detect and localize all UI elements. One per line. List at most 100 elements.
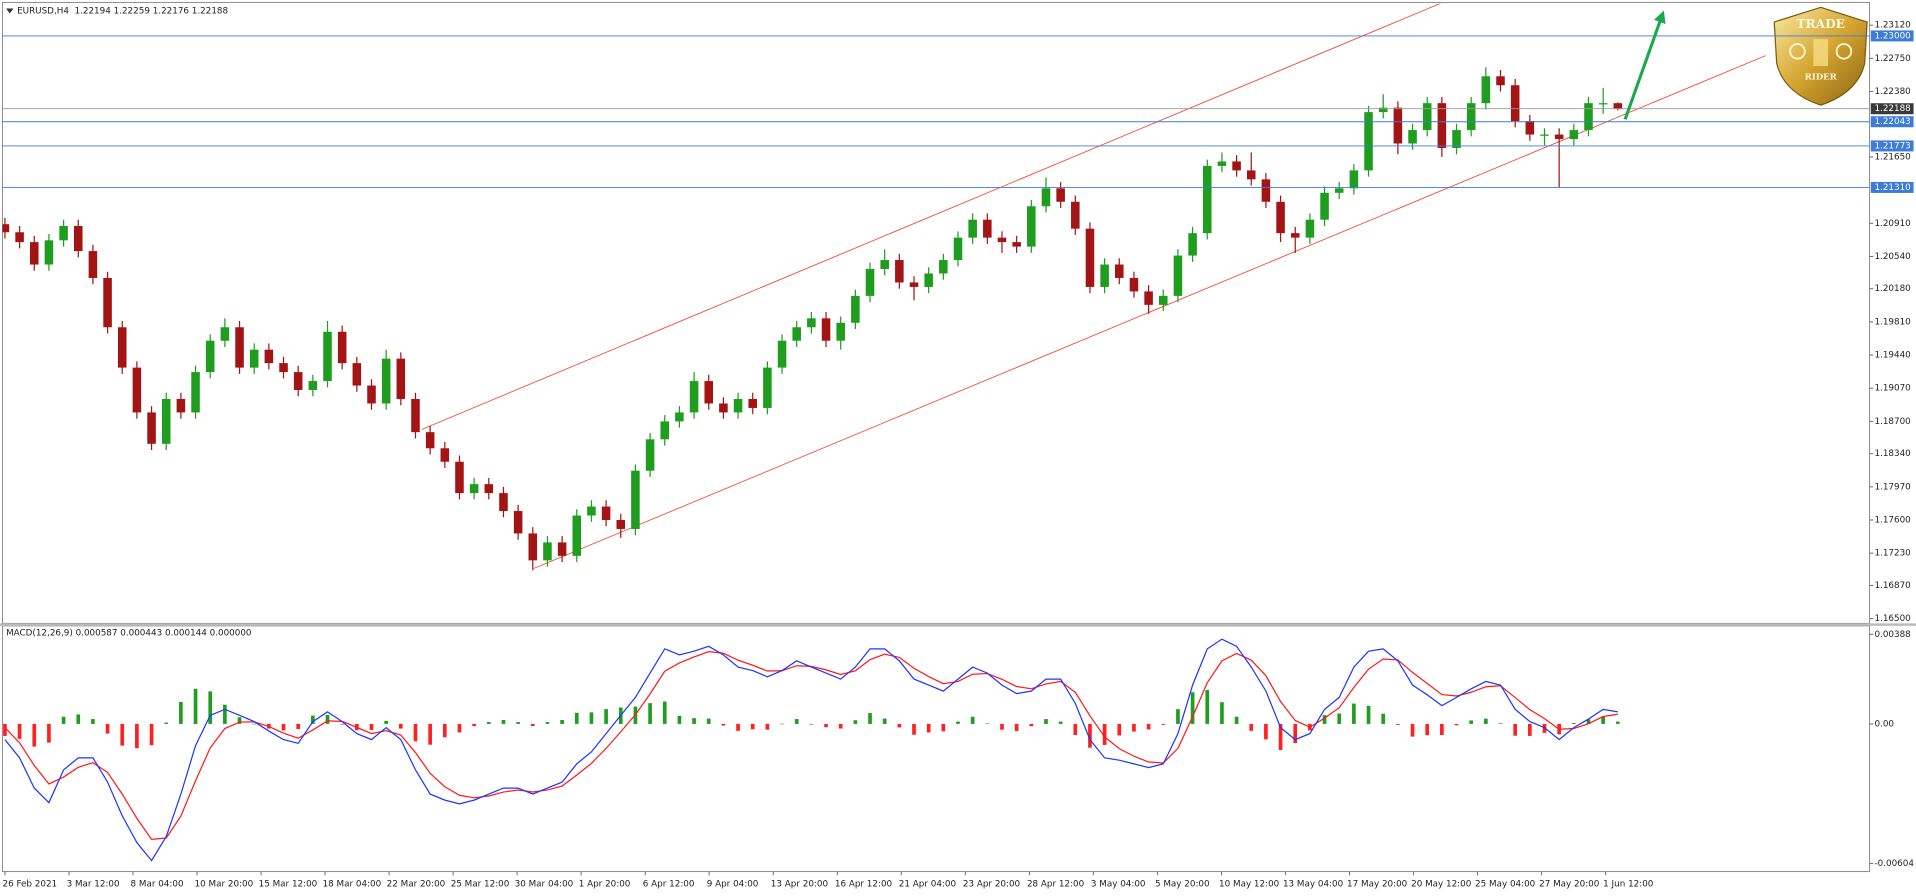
candle-body [528,533,538,561]
histogram-bar [1337,713,1342,724]
level-label: 1.21773 [1874,141,1910,151]
histogram-bar [604,709,608,724]
histogram-bar [926,723,931,733]
histogram-bar [1440,723,1444,735]
candle-body [1510,85,1520,122]
candle-body [1481,76,1491,104]
histogram-bar [912,723,916,735]
histogram-bar [120,723,125,746]
candle-body [367,385,376,404]
candle-body [1173,255,1183,296]
candle-body [425,432,435,449]
candle-body [44,240,54,265]
histogram-bar [149,723,154,746]
histogram-bar [1381,713,1386,724]
histogram-bar [985,723,990,725]
histogram-bar [1176,709,1180,724]
last-price-box [1870,103,1914,115]
histogram-bar [765,723,770,730]
candle-body [220,327,230,341]
y-tick-label: 1.17600 [1874,515,1910,525]
candle-body [1188,233,1197,256]
level-label: 1.22043 [1874,117,1910,127]
histogram-bar [1615,721,1620,724]
candle-body [1129,277,1139,292]
candle-body [704,381,714,404]
candle-body [1334,188,1344,193]
histogram-bar [1146,723,1151,730]
candle-body [968,219,977,238]
histogram-bar [1190,692,1195,724]
x-tick-label: 15 Mar 12:00 [259,879,318,889]
histogram-bar [1234,716,1239,724]
histogram-bar [1161,723,1166,725]
candle-body [1217,161,1227,166]
y-tick-label: 0.00388 [1874,630,1910,640]
trend-arrow [1623,10,1666,120]
x-tick-label: 10 Mar 20:00 [195,879,254,889]
candle-body [15,232,24,243]
candle-body [147,412,156,444]
x-tick-label: 18 Mar 04:00 [323,879,382,889]
x-tick-label: 6 Apr 12:00 [643,879,695,889]
histogram-bar [472,723,476,727]
histogram-bar [135,723,139,749]
candle-body [1393,107,1403,144]
indicator-title: MACD(12,26,9) 0.000587 0.000443 0.000144… [6,629,251,639]
histogram-bar [794,719,799,724]
x-tick-label: 17 May 20:00 [1347,879,1407,889]
candle-body [264,349,274,364]
candle-body [323,331,332,382]
candle-body [997,237,1007,243]
candle-body [1027,206,1036,247]
x-tick-label: 9 Apr 04:00 [707,879,759,889]
candle-body [1158,295,1168,305]
histogram-bar [780,723,784,725]
candle-body [1598,103,1608,105]
histogram-bar [501,719,506,724]
candle-body [1613,103,1623,109]
candle-body [1085,228,1095,287]
main-plot [2,3,1766,571]
histogram-bar [32,723,37,747]
y-tick-label: 1.20180 [1874,284,1910,294]
candle-body [161,398,171,444]
y-tick-label: 1.16500 [1874,614,1910,624]
histogram-bar [311,715,315,724]
candle-body [1364,112,1373,171]
histogram-bar [208,691,213,724]
y-tick-label: 1.23120 [1874,21,1910,31]
histogram-bar [76,714,81,724]
y-tick-label: 1.21650 [1874,152,1910,162]
candle-body [924,273,933,287]
candle-body [29,242,39,265]
candle-body [689,381,699,413]
candle-body [1437,103,1447,148]
x-tick-label: 3 Mar 12:00 [67,879,120,889]
candle-body [836,322,845,341]
x-tick-label: 21 Apr 04:00 [899,879,956,889]
candle-body [557,542,567,556]
histogram-bar [956,721,960,724]
histogram-bar [809,723,814,725]
candle-body [1202,165,1212,234]
histogram-bar [1102,723,1107,745]
histogram-bar [677,715,682,724]
level-label-box [1870,181,1914,193]
candle-body [631,470,640,529]
candle-body [176,398,186,413]
macd-line [4,638,1618,862]
histogram-bar [750,723,755,730]
menu-triangle [6,8,14,14]
candle-body [235,327,244,368]
histogram-bar [560,719,564,724]
histogram-bar [1058,721,1063,724]
candle-body [1115,264,1124,278]
histogram-bar [824,723,828,728]
candle-body [117,327,127,368]
histogram-bar [325,714,330,724]
x-tick-label: 13 May 04:00 [1283,879,1343,889]
histogram-bar [692,718,696,724]
candle-body [513,511,523,534]
